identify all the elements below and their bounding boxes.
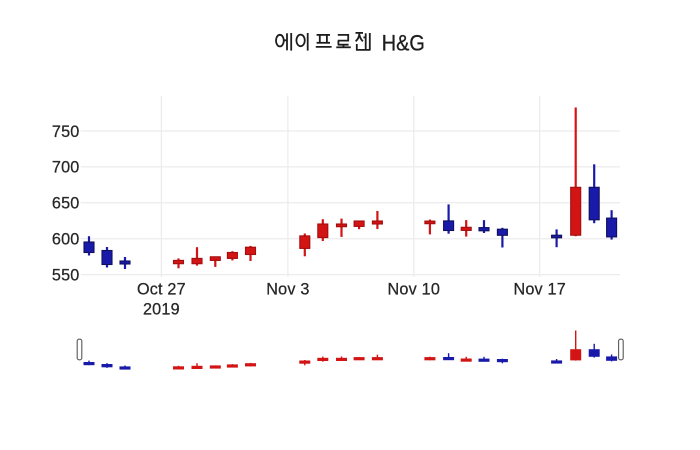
- svg-text:H&G: H&G: [382, 30, 425, 55]
- svg-text:2019: 2019: [143, 300, 180, 318]
- svg-text:Nov 3: Nov 3: [266, 280, 309, 298]
- svg-text:Nov 17: Nov 17: [513, 280, 566, 298]
- svg-text:700: 700: [52, 159, 80, 177]
- svg-text:750: 750: [52, 123, 80, 141]
- svg-text:550: 550: [52, 266, 80, 284]
- svg-text:Nov 10: Nov 10: [388, 280, 441, 298]
- svg-text:600: 600: [52, 231, 80, 249]
- svg-text:650: 650: [52, 195, 80, 213]
- svg-text:Oct 27: Oct 27: [137, 280, 186, 298]
